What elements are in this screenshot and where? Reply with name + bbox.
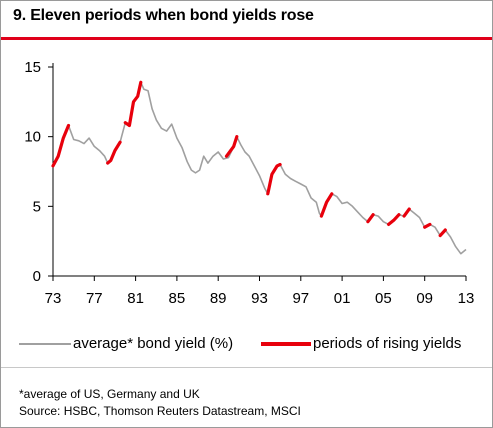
x-tick-label: 77: [86, 290, 103, 307]
x-tick-label: 93: [251, 290, 268, 307]
rising-period-segment-6: [319, 192, 334, 218]
x-tick-label: 97: [292, 290, 309, 307]
rising-period-segment-7: [366, 213, 375, 224]
x-tick-label: 73: [45, 290, 62, 307]
chart-axes: [48, 63, 467, 281]
rising-period-segment-5: [266, 162, 282, 196]
rising-period-segment-3: [123, 80, 143, 128]
x-tick-label: 09: [416, 290, 433, 307]
y-tick-label: 0: [33, 268, 41, 285]
footnote-block: *average of US, Germany and UK Source: H…: [19, 386, 301, 420]
chart-series: [51, 80, 467, 255]
x-tick-label: 81: [127, 290, 144, 307]
legend-item-average: average* bond yield (%): [19, 335, 233, 352]
legend-divider: [1, 367, 492, 368]
rising-period-segment-9: [402, 207, 411, 218]
chart-title: 9. Eleven periods when bond yields rose: [13, 7, 314, 24]
rising-period-segment-11: [438, 228, 447, 238]
legend-label-average: average* bond yield (%): [73, 335, 234, 352]
x-tick-label: 05: [375, 290, 392, 307]
series-line-average-yield: [52, 81, 467, 255]
rising-period-segment-2: [106, 140, 122, 165]
legend-swatch-average: [19, 342, 71, 345]
chart-legend: average* bond yield (%) periods of risin…: [1, 329, 492, 359]
x-tick-label: 85: [169, 290, 186, 307]
x-tick-label: 01: [334, 290, 351, 307]
x-tick-label: 13: [458, 290, 475, 307]
y-tick-label: 5: [33, 198, 41, 215]
y-tick-label: 10: [24, 129, 41, 146]
rising-period-segment-10: [423, 222, 432, 229]
legend-label-rising: periods of rising yields: [313, 335, 462, 352]
x-tick-label: 89: [210, 290, 227, 307]
footnote-source: Source: HSBC, Thomson Reuters Datastream…: [19, 404, 301, 418]
footnote-note: *average of US, Germany and UK: [19, 387, 200, 401]
rising-period-segment-1: [51, 123, 71, 168]
y-tick-label: 15: [24, 59, 41, 76]
legend-item-rising: periods of rising yields: [261, 335, 461, 352]
rising-period-segment-8: [387, 213, 401, 226]
legend-swatch-rising: [261, 341, 311, 346]
rising-period-segment-4: [224, 135, 239, 158]
title-underline: [1, 37, 492, 40]
